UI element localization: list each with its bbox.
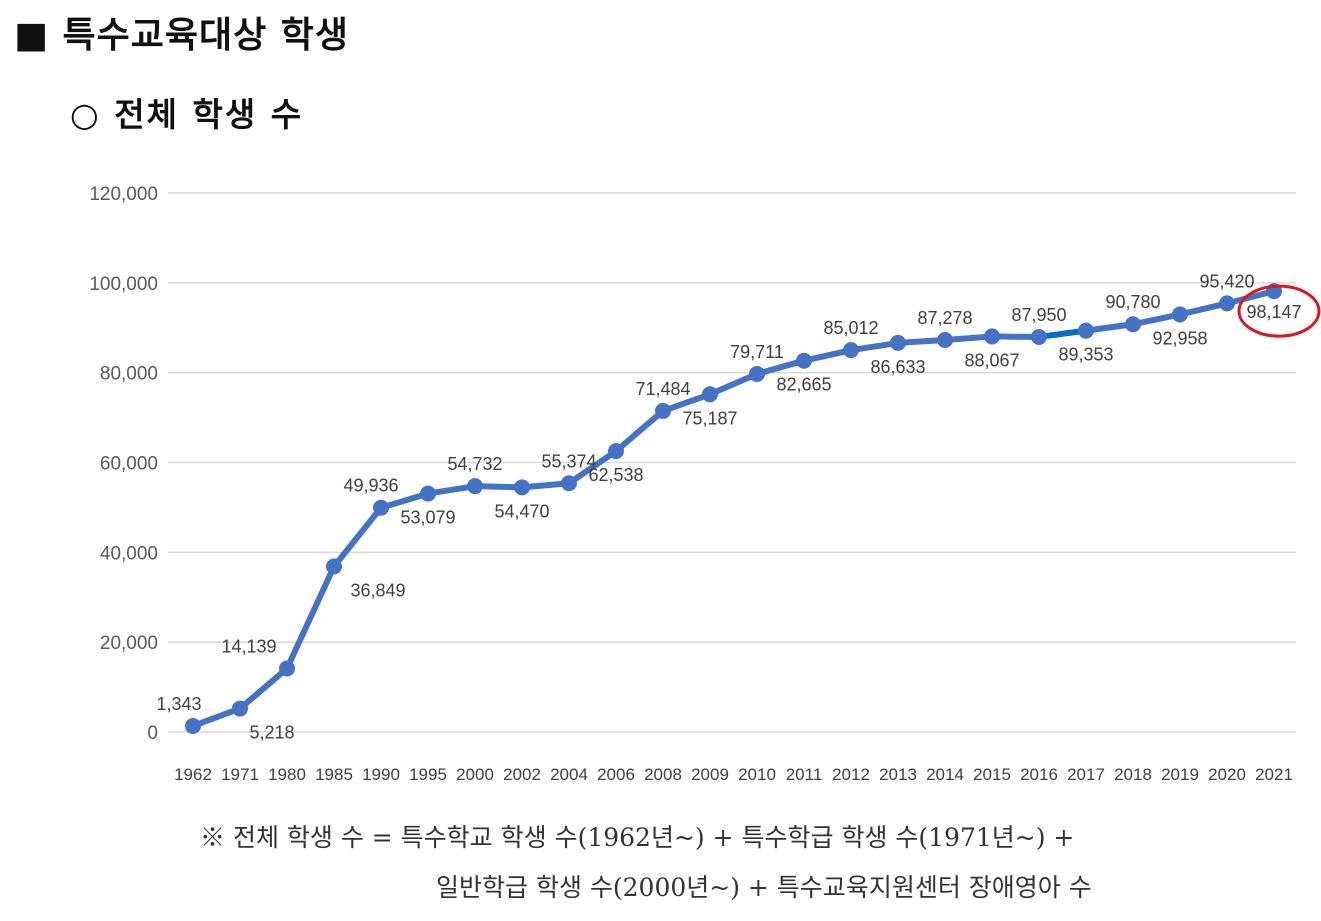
data-label: 88,067 [964, 350, 1019, 370]
line-segment [613, 407, 666, 455]
data-label: 87,278 [917, 308, 972, 328]
data-point [561, 475, 577, 492]
x-tick-label: 2021 [1255, 765, 1293, 784]
data-label: 71,484 [635, 379, 690, 399]
line-segment [707, 370, 760, 398]
x-tick-label: 2014 [926, 765, 964, 784]
data-label: 55,374 [541, 451, 596, 471]
data-label: 49,936 [343, 476, 398, 496]
line-segment [190, 705, 243, 729]
x-tick-label: 2000 [456, 765, 494, 784]
x-tick-label: 2018 [1114, 765, 1152, 784]
data-point [1172, 306, 1188, 323]
data-label: 90,780 [1105, 292, 1160, 312]
y-tick-label: 120,000 [89, 184, 158, 205]
footnote-line-2: 일반학급 학생 수(2000년~) + 특수교육지원센터 장애영아 수 [436, 873, 1092, 902]
x-tick-label: 2015 [973, 765, 1011, 784]
data-point [608, 443, 624, 460]
x-tick-label: 2004 [550, 765, 588, 784]
data-label: 92,958 [1152, 328, 1207, 348]
data-label: 14,139 [221, 636, 276, 656]
x-tick-label: 2006 [597, 765, 635, 784]
data-point [1125, 316, 1141, 333]
data-label: 54,732 [447, 454, 502, 474]
data-point [373, 499, 389, 516]
data-label: 95,420 [1199, 271, 1254, 291]
line-segment [1177, 300, 1230, 318]
page-title: ■ 특수교육대상 학생 [14, 15, 350, 56]
data-point [1031, 328, 1047, 345]
x-tick-label: 2012 [832, 765, 870, 784]
line-segment [660, 391, 713, 414]
x-tick-label: 2008 [644, 765, 682, 784]
y-tick-label: 0 [147, 723, 158, 744]
data-label: 87,950 [1011, 305, 1066, 325]
y-tick-label: 20,000 [100, 633, 158, 654]
y-tick-label: 80,000 [100, 364, 158, 385]
data-point [984, 328, 1000, 345]
x-tick-label: 2010 [738, 765, 776, 784]
x-tick-label: 1995 [409, 765, 447, 784]
x-tick-label: 1985 [315, 765, 353, 784]
data-point [326, 558, 342, 575]
data-label: 62,538 [588, 465, 643, 485]
line-segment [331, 504, 384, 570]
data-label: 82,665 [776, 375, 831, 395]
data-label: 5,218 [249, 723, 294, 743]
data-point [232, 700, 248, 717]
line-chart: 0 20,000 40,000 60,000 80,000 100,000 120,000 1… [89, 184, 1321, 784]
data-point [514, 479, 530, 496]
line-segment [1130, 311, 1183, 328]
line-segment [801, 347, 854, 364]
data-label: 85,012 [823, 318, 878, 338]
data-point [796, 352, 812, 369]
data-point [185, 717, 201, 734]
data-point [1078, 322, 1094, 339]
data-label: 75,187 [682, 408, 737, 428]
y-tick-label: 60,000 [100, 454, 158, 475]
data-point [843, 342, 859, 359]
data-point [279, 660, 295, 677]
data-point [890, 334, 906, 351]
data-point [749, 365, 765, 382]
data-label: 86,633 [870, 357, 925, 377]
x-tick-label: 2009 [691, 765, 729, 784]
data-point [655, 402, 671, 419]
x-tick-label: 1980 [268, 765, 306, 784]
line-segment [237, 665, 290, 712]
line-segment [566, 448, 619, 487]
x-tick-label: 1971 [221, 765, 259, 784]
data-label: 79,711 [730, 342, 784, 362]
x-tick-label: 2016 [1020, 765, 1058, 784]
data-point [702, 386, 718, 403]
data-point [467, 478, 483, 495]
data-label: 89,353 [1058, 345, 1113, 365]
y-tick-label: 40,000 [100, 543, 158, 564]
x-tick-label: 2002 [503, 765, 541, 784]
x-tick-label: 2017 [1067, 765, 1105, 784]
data-label: 36,849 [350, 580, 405, 600]
y-tick-label: 100,000 [89, 274, 158, 295]
line-segment [284, 563, 337, 672]
line-segment [378, 490, 431, 511]
x-tick-label: 2019 [1161, 765, 1199, 784]
data-label: 54,470 [494, 501, 549, 521]
footnote-line-1: ※ 전체 학생 수 = 특수학교 학생 수(1962년~) + 특수학급 학생 … [200, 823, 1075, 852]
data-point [420, 485, 436, 502]
section-title: ○ 전체 학생 수 [70, 95, 304, 134]
data-label: 53,079 [400, 508, 455, 528]
line-segment [754, 357, 807, 377]
highlight-circle [1237, 284, 1321, 338]
x-tick-label: 2020 [1208, 765, 1246, 784]
x-tick-label: 1990 [362, 765, 400, 784]
data-label: 98,147 [1246, 302, 1301, 322]
data-point [937, 331, 953, 348]
x-tick-label: 2013 [879, 765, 917, 784]
data-point [1219, 295, 1235, 312]
x-tick-label: 1962 [174, 765, 212, 784]
data-label: 1,343 [156, 694, 201, 714]
x-tick-label: 2011 [786, 765, 823, 784]
line-segment [1224, 288, 1277, 307]
